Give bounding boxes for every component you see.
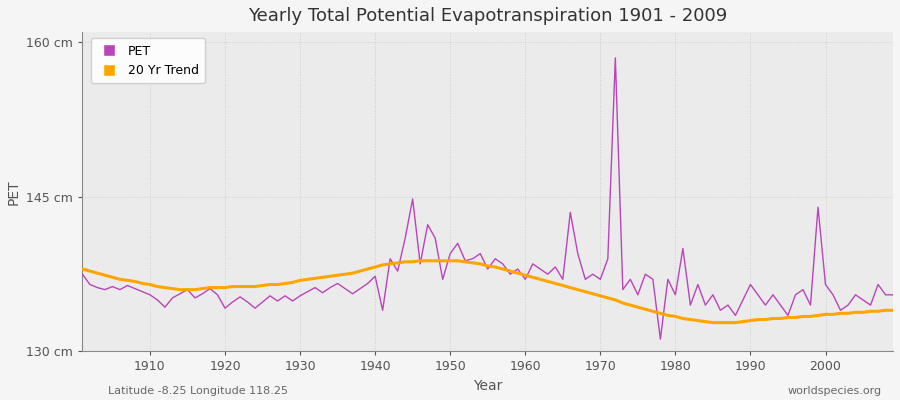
Text: Latitude -8.25 Longitude 118.25: Latitude -8.25 Longitude 118.25: [108, 386, 288, 396]
Text: worldspecies.org: worldspecies.org: [788, 386, 882, 396]
Title: Yearly Total Potential Evapotranspiration 1901 - 2009: Yearly Total Potential Evapotranspiratio…: [248, 7, 727, 25]
Y-axis label: PET: PET: [7, 179, 21, 204]
Legend: PET, 20 Yr Trend: PET, 20 Yr Trend: [91, 38, 205, 83]
X-axis label: Year: Year: [473, 379, 502, 393]
